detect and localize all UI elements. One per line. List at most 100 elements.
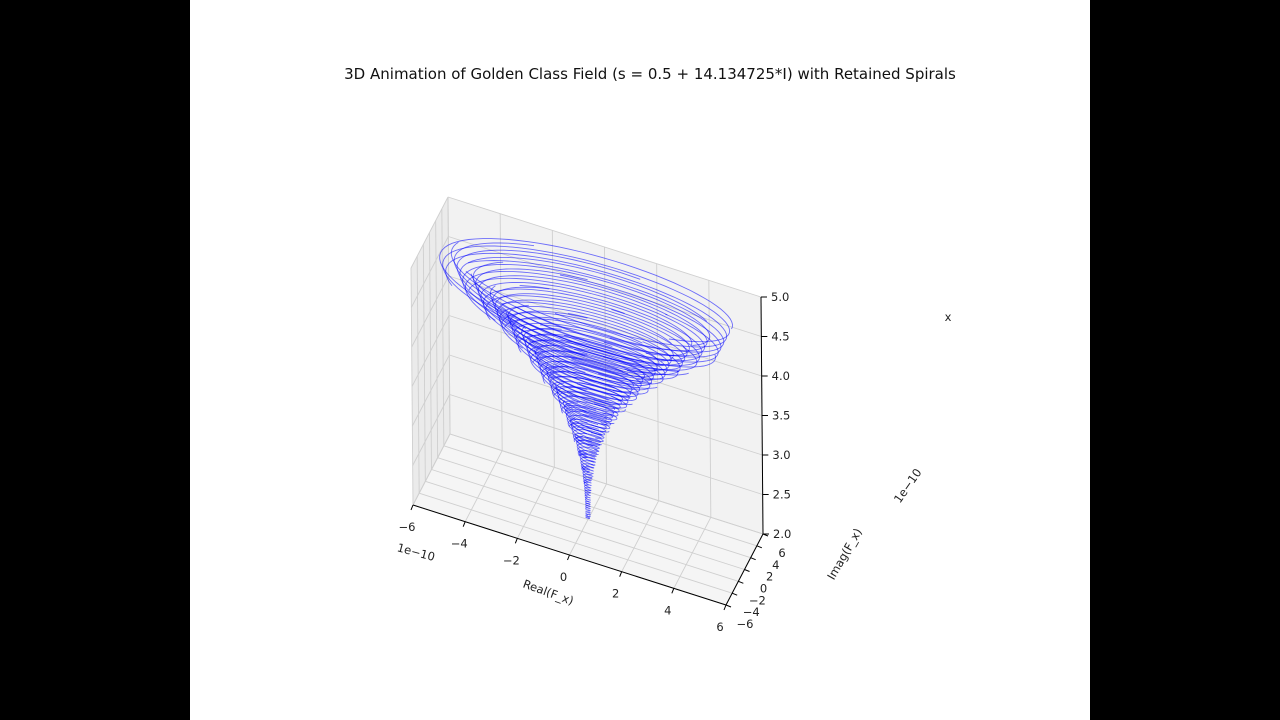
spiral-line [524,333,649,395]
spiral-line [572,429,603,447]
spiral-line [570,417,605,439]
spiral-line [585,512,591,516]
spiral-line [485,295,688,361]
spiral-line [450,241,722,358]
spiral-line [563,400,612,426]
spiral-line [584,493,591,497]
spiral-line [584,487,591,494]
grid-line [419,492,733,594]
grid-line [447,196,762,298]
spiral-line [453,242,719,363]
grid-line [437,457,751,559]
x-tick-label: 0 [560,570,567,584]
y-axis-offset-label: 1e−10 [891,466,925,506]
spiral-line [585,507,591,510]
spiral-line [480,282,693,375]
spiral-line [494,293,679,380]
spiral-line [584,498,591,503]
y-tick-label: 6 [778,546,785,560]
spiral-line [585,510,591,514]
spiral-line [482,288,690,356]
y-tick-label: −2 [749,593,766,607]
z-tick-label: 3.5 [772,409,790,423]
grid-line [412,433,451,506]
y-tick-label: 0 [760,582,767,596]
spiral-line [557,391,615,424]
x-tick-labels: −6 −4 −2 0 2 4 6 [399,504,727,634]
spiral-line [575,434,601,446]
spiral-line [582,467,594,477]
y-axis-label: Imag(F_x) [824,526,865,582]
spiral-line [584,489,592,495]
spiral-line [459,256,708,372]
chart-title: 3D Animation of Golden Class Field (s = … [344,65,956,83]
spiral-line [564,406,610,433]
grid-line [410,196,449,269]
z-tick-label: 5.0 [771,290,789,304]
spiral-line [582,465,595,472]
spiral-line [583,479,592,484]
spiral-line [578,450,597,457]
grid-line [411,275,450,348]
z-tick-label: 4.5 [771,330,789,344]
x-axis-offset-label: 1e−10 [396,540,437,564]
spiral-line [439,238,733,363]
z-axis-label: x [945,310,952,324]
z-tick-label: 2.5 [773,488,791,502]
grid-line [449,354,763,456]
grid-line [448,275,762,377]
spiral-line [456,249,716,368]
spiral-line [442,245,731,343]
y-tick-mark [731,592,738,596]
grid-line [443,445,757,547]
spiral-line [564,402,611,430]
spiral-line [585,495,591,499]
y-tick-label: 2 [766,570,773,584]
z-tick-label: 3.0 [772,448,790,462]
spiral-line [580,457,595,469]
x-tick-mark [514,538,518,544]
x-tick-label: −6 [399,520,416,534]
y-tick-mark [744,569,750,572]
grid-line [411,354,450,427]
spiral-line [583,476,593,483]
x-tick-mark [462,521,466,527]
x-tick-label: 2 [612,587,619,601]
spiral-series [439,238,733,520]
spiral-line [445,252,728,348]
spiral-line [468,277,705,357]
spiral-line [584,496,591,501]
spiral-line [556,386,618,421]
x-tick-label: −4 [451,537,468,551]
y-tick-mark [750,557,756,561]
y-tick-label: −4 [743,605,760,619]
spiral-line [526,339,644,399]
spiral-line [570,421,604,442]
x-axis-label: Real(F_x) [521,577,576,608]
z-tick-labels: 2.0 2.5 3.0 3.5 4.0 4.5 5.0 [761,290,791,541]
grid-line [449,433,764,535]
y-tick-label: −6 [737,617,754,631]
spiral-line [560,400,615,421]
x-tick-mark [723,604,727,611]
y-tick-mark [725,604,732,608]
x-tick-mark [567,554,570,561]
x-tick-mark [410,504,414,511]
x-tick-mark [619,571,623,577]
x-tick-label: 4 [664,603,671,617]
spiral-line [576,439,599,456]
spiral-line [538,355,633,406]
spiral-line [554,384,620,413]
y-tick-mark [738,580,744,584]
spiral-line [582,473,593,482]
spiral-line [464,270,708,352]
x-tick-label: −2 [503,553,520,567]
spiral-line [579,450,596,463]
spiral-line [528,339,654,382]
spiral-line [500,301,686,366]
z-tick-label: 2.0 [773,527,791,541]
spiral-line [585,509,591,512]
spiral-line [558,396,616,426]
